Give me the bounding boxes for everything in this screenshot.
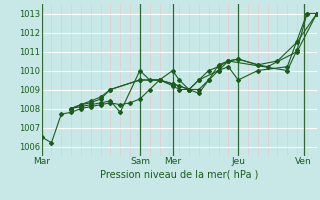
X-axis label: Pression niveau de la mer( hPa ): Pression niveau de la mer( hPa ) [100,169,258,179]
